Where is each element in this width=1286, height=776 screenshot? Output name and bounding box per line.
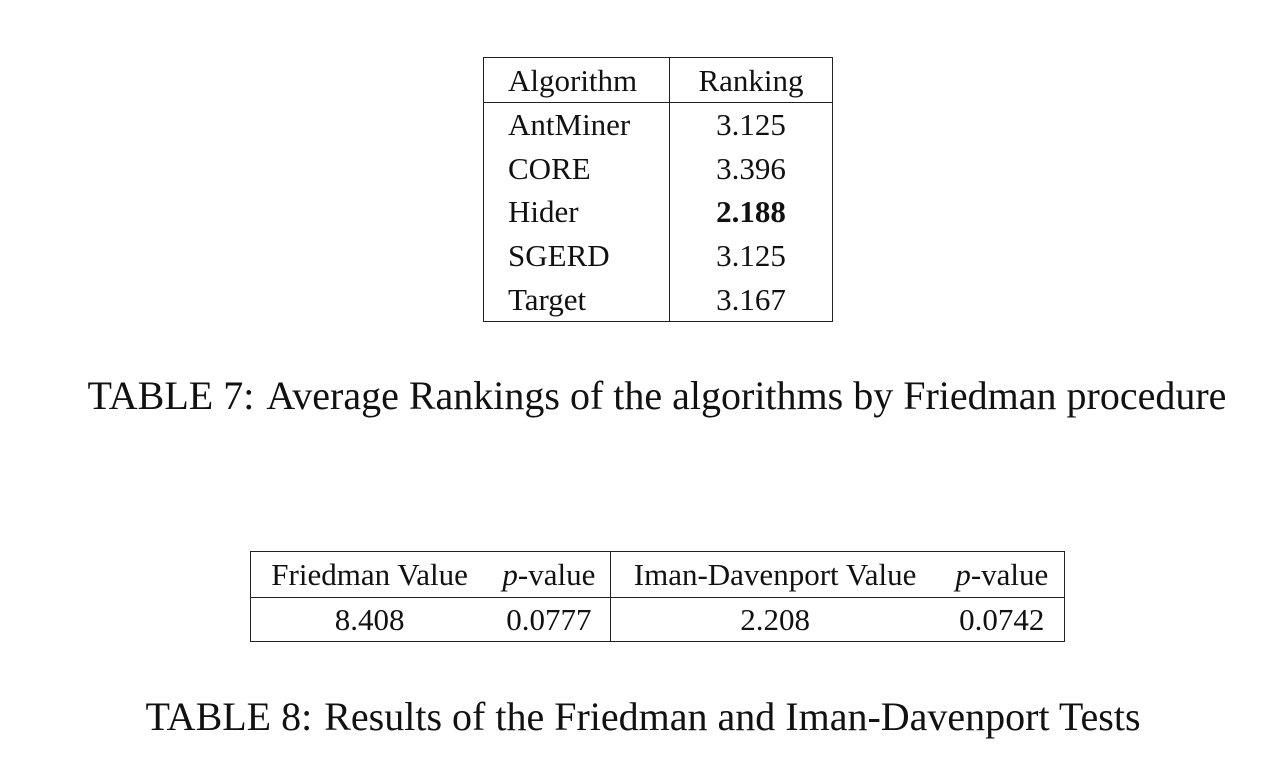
- friedman-p-value-header: p-value: [488, 551, 611, 598]
- table7-caption-label: TABLE 7:: [87, 373, 255, 418]
- ranking-cell: 3.125: [716, 107, 786, 143]
- algorithm-cell: Target: [483, 277, 670, 322]
- ranking-column-header: Ranking: [669, 57, 833, 103]
- table7-caption-text: Average Rankings of the algorithms by Fr…: [266, 373, 1227, 418]
- p-symbol: p: [502, 557, 518, 592]
- friedman-p-value-cell: 0.0777: [488, 597, 611, 642]
- p-value-suffix: -value: [517, 557, 596, 592]
- tests-header-row: Friedman Value p-value Iman-Davenport Va…: [250, 551, 1065, 598]
- table-row: Hider 2.188: [483, 190, 833, 234]
- friedman-value-header: Friedman Value: [250, 551, 489, 598]
- iman-davenport-value-header: Iman-Davenport Value: [610, 551, 940, 598]
- rankings-table: Algorithm Ranking AntMiner 3.125 CORE 3.…: [483, 57, 833, 322]
- table-row: CORE 3.396: [483, 146, 833, 191]
- best-ranking-cell: 2.188: [716, 194, 786, 230]
- table-row: AntMiner 3.125: [483, 102, 833, 147]
- ranking-cell: 3.125: [716, 238, 786, 274]
- iman-davenport-p-value-header: p-value: [939, 551, 1065, 598]
- table8-caption: TABLE 8: Results of the Friedman and Iman…: [0, 697, 1286, 737]
- iman-davenport-value-cell: 2.208: [740, 602, 810, 637]
- ranking-cell: 3.167: [716, 281, 786, 317]
- table7-caption: TABLE 7: Average Rankings of the algorith…: [0, 376, 1286, 416]
- rankings-header-row: Algorithm Ranking: [483, 57, 833, 103]
- algorithm-cell: AntMiner: [483, 102, 670, 147]
- table8-caption-text: Results of the Friedman and Iman-Davenpo…: [324, 694, 1141, 739]
- friedman-value-cell: 8.408: [334, 602, 405, 637]
- algorithm-column-header: Algorithm: [483, 57, 670, 103]
- p-value-suffix: -value: [970, 557, 1049, 592]
- table-row: 8.408 0.0777 2.208 0.0742: [251, 597, 1065, 642]
- p-symbol: p: [955, 557, 971, 592]
- iman-davenport-p-value-cell: 0.0742: [959, 602, 1045, 637]
- algorithm-cell: SGERD: [483, 233, 670, 278]
- table8-caption-label: TABLE 8:: [145, 694, 313, 739]
- table-row: Target 3.167: [483, 277, 833, 322]
- algorithm-cell: Hider: [483, 190, 670, 234]
- statistical-tests-table: Friedman Value p-value Iman-Davenport Va…: [250, 551, 1065, 642]
- algorithm-cell: CORE: [483, 146, 670, 191]
- table-row: SGERD 3.125: [483, 233, 833, 278]
- ranking-cell: 3.396: [716, 150, 786, 186]
